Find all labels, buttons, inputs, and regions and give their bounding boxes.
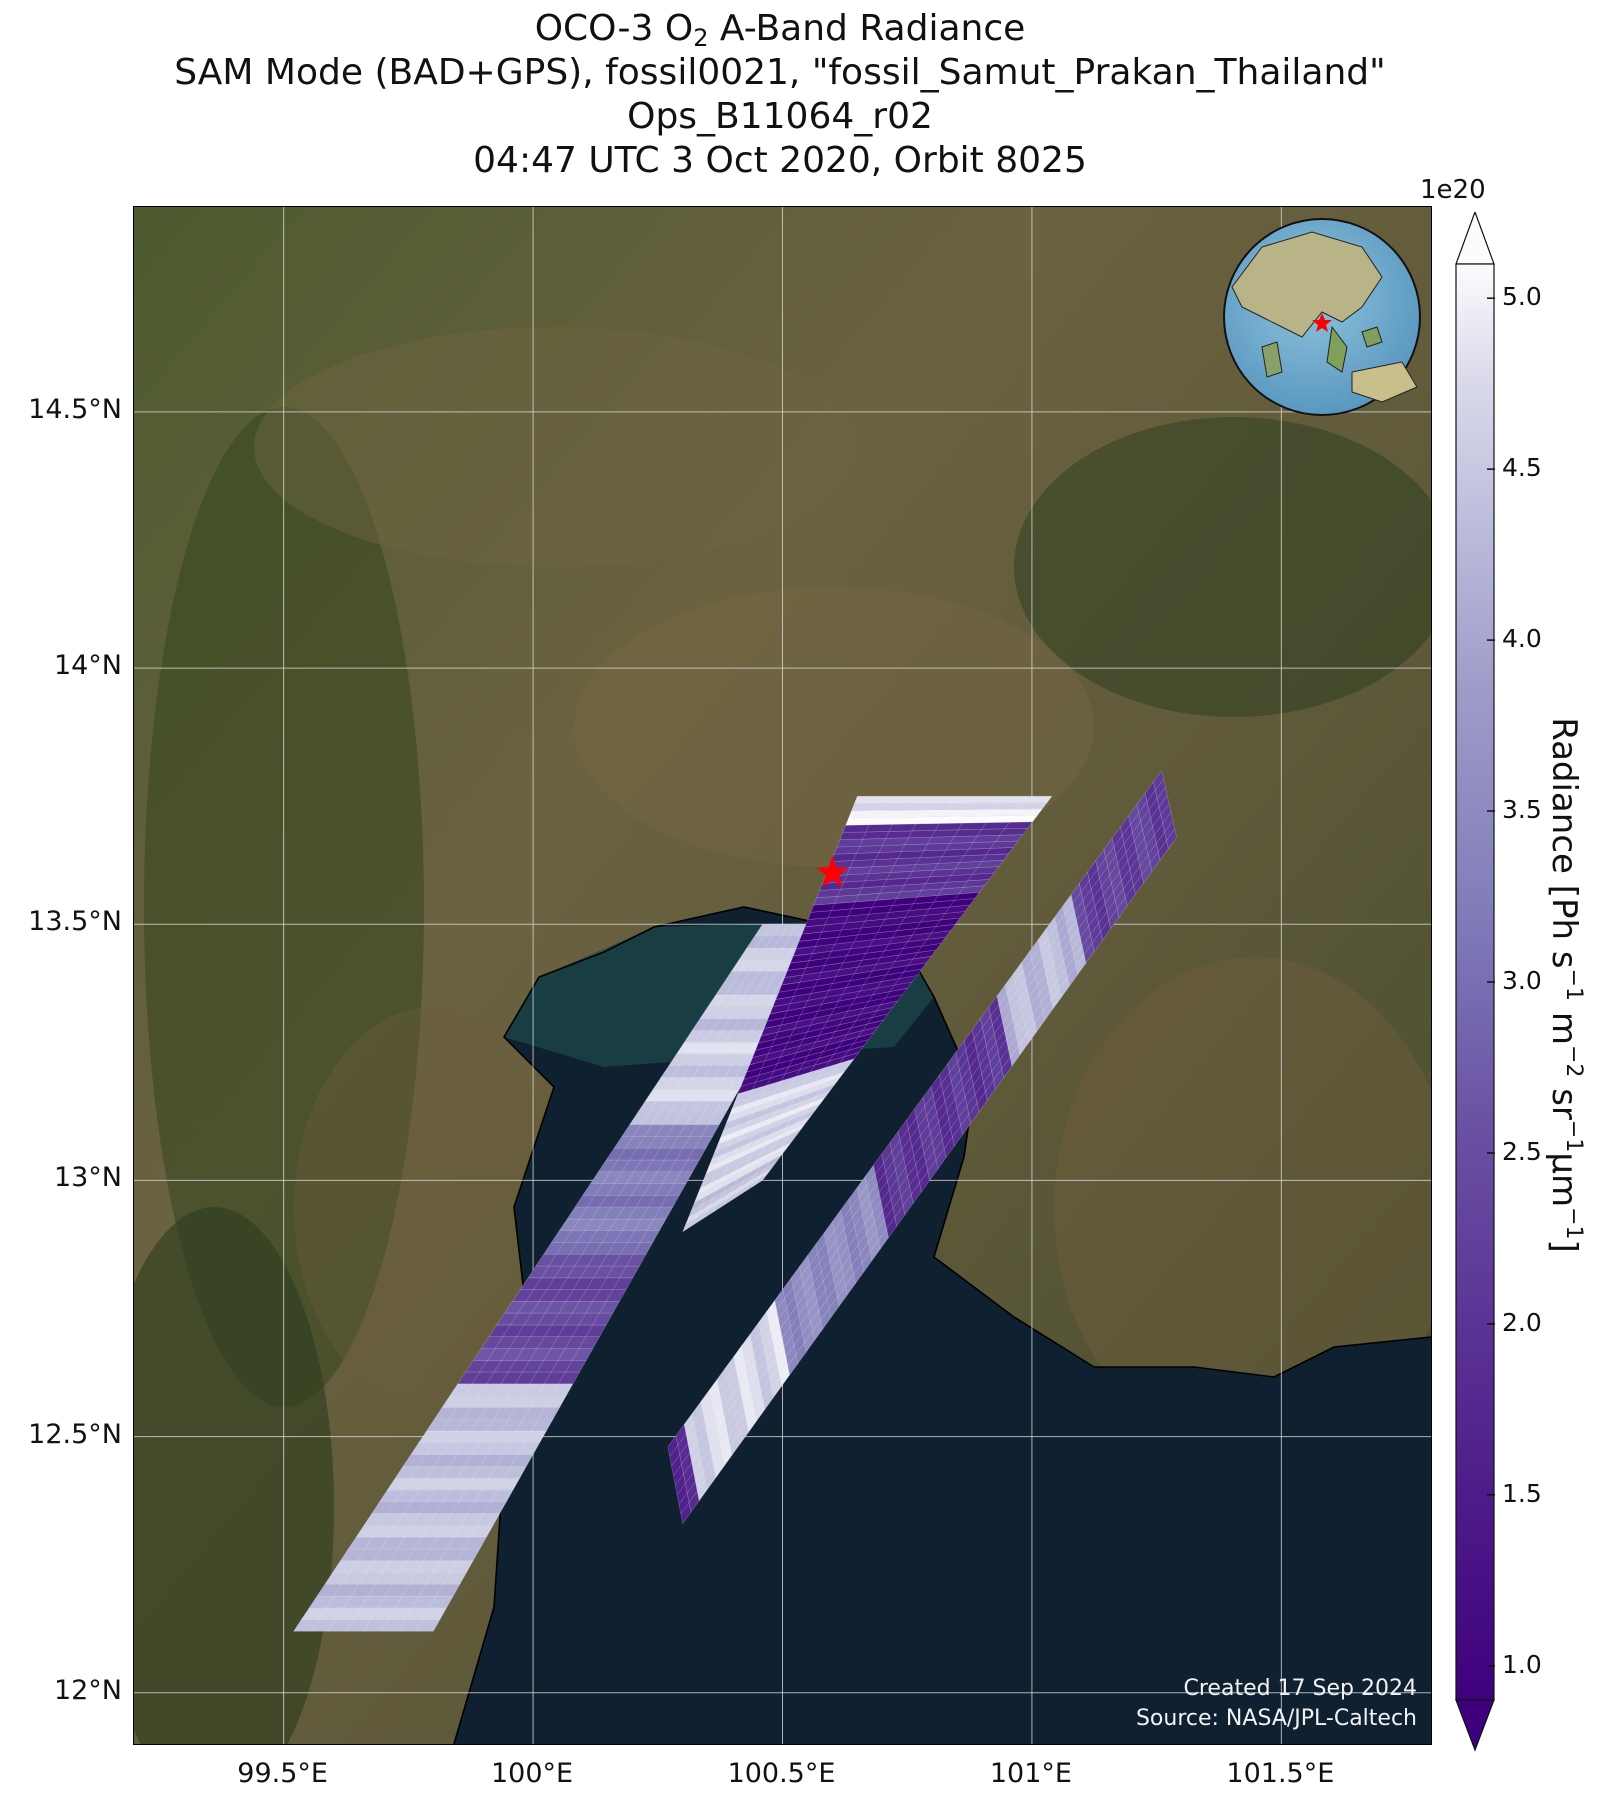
central-swath-footprint-line <box>742 796 1004 1194</box>
title-line-2: SAM Mode (BAD+GPS), fossil0021, "fossil_… <box>174 52 1386 93</box>
created-date: Created 17 Sep 2024 <box>1183 1676 1418 1701</box>
colorbar-label: Radiance [Ph s−1 m−2 sr−1μm−1] <box>1544 717 1586 1253</box>
lat-tick-label: 14.5°N <box>28 393 122 425</box>
gridlines <box>134 207 1431 1744</box>
lat-tick-label: 12.5°N <box>28 1418 122 1450</box>
title-line-1: OCO-3 O2 A-Band Radiance <box>534 8 1026 52</box>
inset-globe <box>1223 218 1421 416</box>
central-swath-footprint-line <box>712 796 931 1213</box>
colorbar-label-text: m <box>1544 1001 1584 1045</box>
colorbar-label-text: Radiance [Ph s <box>1544 717 1584 969</box>
lat-tick-label: 13°N <box>53 1162 122 1194</box>
lat-tick-label: 14°N <box>53 650 122 682</box>
colorbar-ticks <box>1487 297 1495 1667</box>
target-layer <box>816 856 849 887</box>
colorbar-label-text: μm <box>1544 1152 1584 1208</box>
central-swath-footprint-line <box>722 796 955 1207</box>
colorbar-top-extension <box>1455 212 1495 265</box>
colorbar-label-text: sr <box>1544 1077 1584 1120</box>
colorbar-tick-label: 1.5 <box>1502 1478 1542 1508</box>
west-swath-footprint-line <box>380 924 807 1632</box>
east-swath-footprint-line <box>680 828 1175 1515</box>
central-swath-cell <box>851 802 1048 812</box>
lon-tick-label: 99.5°E <box>237 1758 328 1789</box>
colorbar-label-exponent: −1 <box>1561 1119 1586 1153</box>
colorbar-tick-label: 5.0 <box>1502 282 1542 312</box>
colorbar-tick-label: 2.5 <box>1502 1136 1542 1166</box>
colorbar-exponent: 1e20 <box>1420 175 1486 205</box>
colorbar-tick-label: 3.0 <box>1502 966 1542 995</box>
west-swath-footprint-line <box>328 924 781 1632</box>
east-swath-footprint-line <box>669 778 1164 1457</box>
east-swath-footprint-line <box>676 812 1172 1496</box>
radiance-swaths <box>293 769 1177 1632</box>
title-line-4: 04:47 UTC 3 Oct 2020, Orbit 8025 <box>473 140 1087 181</box>
east-swath-footprint-line <box>678 820 1174 1505</box>
map-panel: Created 17 Sep 2024 Source: NASA/JPL-Cal… <box>133 206 1432 1745</box>
east-swath-footprint-line <box>675 803 1170 1486</box>
lon-tick-label: 101°E <box>989 1758 1072 1789</box>
colorbar-label-text: ] <box>1544 1239 1584 1253</box>
colorbar-label-exponent: −2 <box>1561 1044 1586 1078</box>
central-swath-footprint-line <box>752 796 1028 1188</box>
colorbar-tick-label: 4.5 <box>1502 453 1542 483</box>
credits: Created 17 Sep 2024 Source: NASA/JPL-Cal… <box>1136 1674 1417 1734</box>
lat-tick-label: 13.5°N <box>28 906 122 938</box>
west-swath-footprint-line <box>310 924 772 1632</box>
globe-target-star <box>1312 313 1332 332</box>
central-swath-cell <box>853 795 1053 804</box>
lon-tick-label: 100.5°E <box>727 1758 836 1789</box>
lon-tick-label: 101.5°E <box>1226 1758 1335 1789</box>
colorbar-bottom-extension <box>1455 1699 1495 1752</box>
lon-tick-label: 100°E <box>491 1758 574 1789</box>
lat-tick-label: 12°N <box>53 1674 122 1706</box>
colorbar-label-exponent: −1 <box>1561 968 1586 1002</box>
east-swath-cell <box>1153 769 1177 850</box>
west-swath-footprint-line <box>398 924 816 1632</box>
west-swath-footprint-line <box>363 924 798 1632</box>
colorbar-label-exponent: −1 <box>1561 1207 1586 1240</box>
colorbar-tick-label: 4.0 <box>1502 624 1542 654</box>
central-swath-footprint-line <box>692 796 882 1226</box>
central-swath-footprint-line <box>732 796 980 1200</box>
colorbar-tick-label: 1.0 <box>1502 1649 1542 1679</box>
east-swath-footprint-line <box>673 795 1168 1476</box>
east-swath-footprint-line <box>671 787 1166 1467</box>
west-swath-footprint-line <box>345 924 789 1632</box>
colorbar-tick-label: 2.0 <box>1502 1307 1542 1337</box>
central-swath-footprint-line <box>702 796 907 1219</box>
title-line-3: Ops_B11064_r02 <box>627 96 933 137</box>
colorbar-tick-label: 3.5 <box>1502 795 1542 825</box>
data-source: Source: NASA/JPL-Caltech <box>1135 1706 1417 1731</box>
target-star-marker <box>816 856 849 887</box>
map-canvas <box>134 207 1431 1744</box>
west-swath-footprint-line <box>415 924 824 1632</box>
colorbar <box>1455 212 1495 1752</box>
